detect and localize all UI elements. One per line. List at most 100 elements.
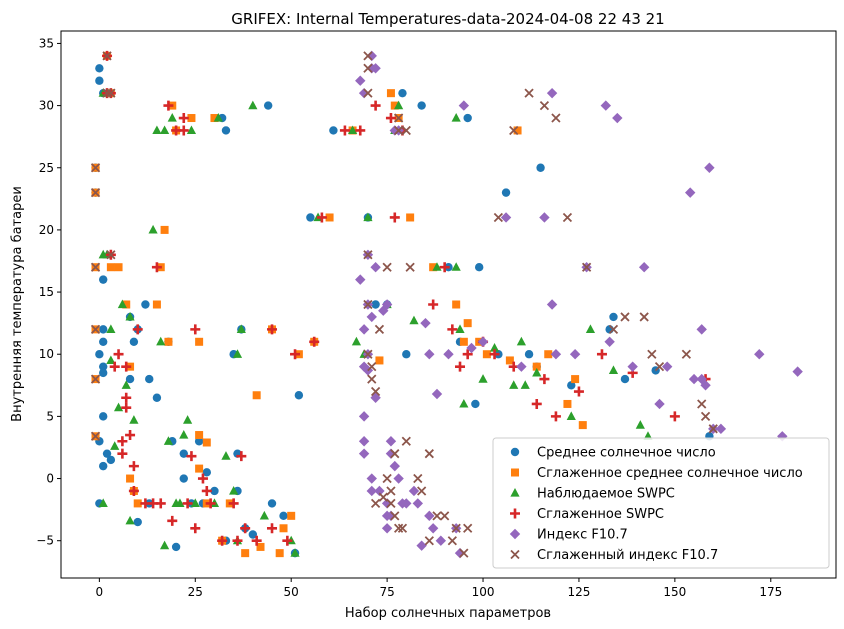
series-0 xyxy=(91,64,714,558)
data-point xyxy=(114,263,123,272)
data-point xyxy=(252,391,261,400)
data-point xyxy=(402,350,411,359)
data-point xyxy=(122,300,131,309)
data-point xyxy=(431,388,443,400)
data-point xyxy=(661,361,673,372)
data-point xyxy=(163,100,174,111)
data-point xyxy=(117,299,127,309)
data-point xyxy=(451,113,461,122)
data-point xyxy=(197,473,208,484)
data-point xyxy=(477,336,489,347)
data-point xyxy=(466,342,477,354)
data-point xyxy=(520,380,530,389)
data-point xyxy=(267,523,278,534)
data-point xyxy=(325,213,334,222)
data-point xyxy=(179,449,188,458)
data-point xyxy=(195,464,204,473)
data-point xyxy=(654,398,665,410)
data-point xyxy=(121,361,132,372)
data-point xyxy=(190,498,200,508)
data-point xyxy=(585,324,596,333)
legend: Среднее солнечное число Сглаженное средне… xyxy=(492,437,830,569)
data-point xyxy=(178,113,189,124)
data-point xyxy=(99,275,108,284)
data-point xyxy=(99,325,108,334)
legend-label: Среднее солнечное число xyxy=(537,446,716,461)
data-point xyxy=(406,213,415,222)
data-point xyxy=(696,324,707,335)
data-point xyxy=(608,324,619,335)
data-point xyxy=(489,343,500,352)
data-point xyxy=(596,349,607,360)
data-point xyxy=(275,549,284,558)
data-point xyxy=(532,367,542,377)
data-point xyxy=(513,126,522,135)
data-point xyxy=(398,88,407,98)
data-point xyxy=(482,350,491,359)
data-point xyxy=(382,262,392,272)
data-point xyxy=(113,402,124,412)
data-point xyxy=(129,337,139,346)
data-point xyxy=(478,374,488,383)
plot-area xyxy=(60,30,837,579)
data-point xyxy=(128,461,139,472)
data-point xyxy=(251,535,262,546)
data-point xyxy=(567,381,576,390)
data-point xyxy=(708,424,718,434)
data-point xyxy=(190,324,201,335)
series-5 xyxy=(90,51,718,558)
data-point xyxy=(221,451,231,460)
data-point xyxy=(355,125,366,136)
data-point xyxy=(563,399,572,408)
data-point xyxy=(90,374,101,384)
data-point xyxy=(367,362,377,372)
data-point xyxy=(700,411,711,422)
data-point xyxy=(378,492,388,502)
data-point xyxy=(458,100,470,111)
data-point xyxy=(366,485,377,497)
data-point xyxy=(159,125,170,135)
y-tick-label: 30 xyxy=(39,99,54,113)
data-point xyxy=(409,315,419,325)
data-point xyxy=(267,324,278,335)
data-point xyxy=(385,113,396,124)
data-point xyxy=(106,88,116,98)
data-point xyxy=(697,399,707,409)
data-point xyxy=(704,162,715,173)
data-point xyxy=(509,380,519,389)
data-point xyxy=(117,448,128,459)
data-point xyxy=(151,262,162,273)
data-point xyxy=(647,349,657,359)
data-point xyxy=(550,411,561,422)
y-tick-label: 35 xyxy=(39,36,54,50)
data-point xyxy=(363,250,373,260)
legend-label: Индекс F10.7 xyxy=(537,528,628,543)
data-point xyxy=(366,311,377,323)
data-point xyxy=(133,517,142,527)
data-point xyxy=(654,362,665,372)
data-point xyxy=(539,374,550,385)
data-point xyxy=(620,312,630,322)
data-point xyxy=(439,262,450,273)
legend-marker xyxy=(509,528,521,540)
data-point xyxy=(386,498,396,509)
data-point xyxy=(202,468,211,477)
data-point xyxy=(459,398,469,408)
x-axis-label: Набор солнечных параметров xyxy=(345,606,551,621)
data-point xyxy=(171,542,181,552)
y-tick-label: 20 xyxy=(39,223,54,237)
data-point xyxy=(358,448,370,459)
data-point xyxy=(99,337,108,346)
data-point xyxy=(267,499,277,508)
data-point xyxy=(600,100,612,111)
data-point xyxy=(358,324,370,335)
data-point xyxy=(141,300,150,309)
data-point xyxy=(95,350,104,359)
data-point xyxy=(405,262,415,272)
data-point xyxy=(432,262,442,271)
data-point xyxy=(551,113,561,123)
data-point xyxy=(569,349,581,360)
data-point xyxy=(316,212,327,223)
data-point xyxy=(381,523,393,534)
data-point xyxy=(382,473,392,484)
